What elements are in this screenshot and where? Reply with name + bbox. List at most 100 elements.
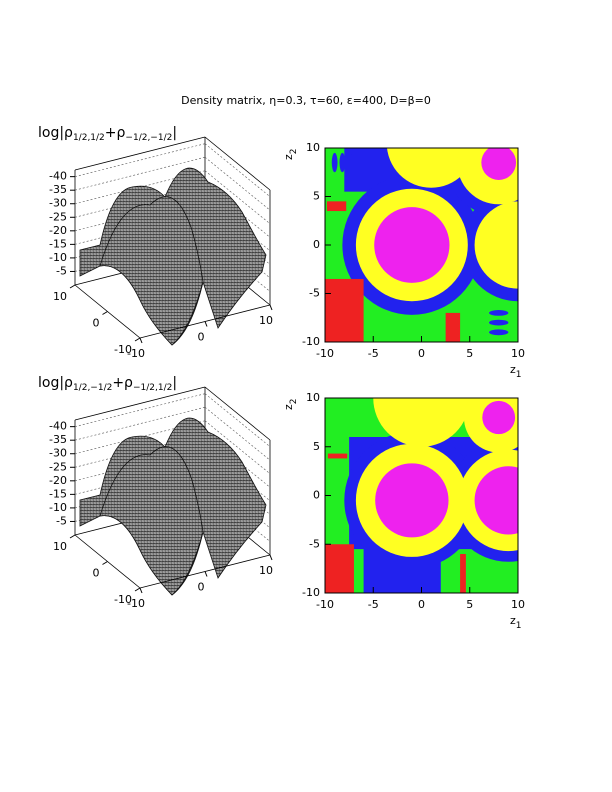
x-tick-label: -10 bbox=[127, 347, 145, 360]
panel-label: log|ρ1/2,−1/2+ρ−1/2,1/2| bbox=[38, 375, 177, 393]
grid-line bbox=[204, 406, 271, 461]
tick-mark bbox=[134, 337, 141, 342]
z-tick-label: -5 bbox=[56, 514, 67, 527]
x-tick-label: 10 bbox=[511, 347, 525, 360]
z-tick-label: -5 bbox=[56, 264, 67, 277]
surface bbox=[99, 196, 204, 346]
subscript: 2 bbox=[289, 398, 299, 404]
x-tick-label: -10 bbox=[316, 598, 334, 611]
subscript: 2 bbox=[289, 148, 299, 154]
grid-line bbox=[204, 143, 271, 197]
x-tick-label: 0 bbox=[418, 347, 425, 360]
y-tick-label: 0 bbox=[93, 567, 100, 580]
tick-mark bbox=[269, 554, 273, 561]
z-tick-label: -10 bbox=[49, 251, 67, 264]
z-tick-label: -35 bbox=[49, 433, 67, 446]
label-part: z bbox=[282, 404, 295, 410]
z-tick-label: -20 bbox=[49, 224, 67, 237]
box-edge bbox=[74, 136, 206, 171]
z-tick-label: -10 bbox=[49, 501, 67, 514]
tick-mark bbox=[204, 571, 208, 577]
x-tick-label: 10 bbox=[511, 598, 525, 611]
label-part: log|ρ bbox=[38, 375, 73, 391]
z-tick-label: -25 bbox=[49, 210, 67, 223]
x-tick-label: -10 bbox=[127, 597, 145, 610]
tick-mark bbox=[204, 321, 208, 327]
y-tick-label: 0 bbox=[313, 489, 320, 502]
y-tick-label: -5 bbox=[309, 537, 320, 550]
z-tick-label: -15 bbox=[49, 237, 67, 250]
tick-mark bbox=[269, 304, 273, 311]
y-tick-label: -10 bbox=[302, 586, 320, 599]
label-part: z bbox=[282, 154, 295, 160]
grid-line bbox=[204, 420, 271, 474]
label-part: | bbox=[172, 375, 177, 391]
subscript: −1/2,−1/2 bbox=[125, 133, 172, 143]
box-edge bbox=[204, 136, 271, 191]
x-tick-label: -5 bbox=[368, 598, 379, 611]
subscript: −1/2,1/2 bbox=[133, 383, 172, 393]
x-tick-label: 0 bbox=[418, 598, 425, 611]
box-edge bbox=[74, 386, 206, 421]
z-tick-label: -35 bbox=[49, 183, 67, 196]
tick-mark bbox=[102, 311, 108, 315]
tick-mark bbox=[139, 337, 143, 344]
phase-map bbox=[325, 398, 518, 593]
box-edge bbox=[204, 386, 271, 441]
x-tick-label: 5 bbox=[466, 598, 473, 611]
y-axis-label: z2 bbox=[282, 148, 299, 160]
y-tick-label: -10 bbox=[302, 335, 320, 348]
grid-line bbox=[204, 393, 271, 447]
x-axis-label: z1 bbox=[510, 363, 522, 380]
y-tick-label: 5 bbox=[313, 190, 320, 203]
y-tick-label: 10 bbox=[306, 391, 320, 404]
tick-mark bbox=[102, 561, 108, 565]
y-tick-label: 0 bbox=[313, 238, 320, 251]
grid-line bbox=[204, 156, 271, 211]
x-tick-label: -10 bbox=[316, 347, 334, 360]
x-axis-label: z1 bbox=[510, 614, 522, 631]
x-tick-label: 0 bbox=[198, 581, 205, 594]
phase-map bbox=[325, 148, 518, 342]
z-tick-label: -40 bbox=[49, 170, 67, 183]
label-part: | bbox=[172, 125, 177, 141]
label-part: z bbox=[510, 363, 516, 376]
subscript: 1 bbox=[516, 370, 522, 380]
x-tick-label: 0 bbox=[198, 331, 205, 344]
surface bbox=[99, 446, 204, 596]
label-part: log|ρ bbox=[38, 125, 73, 141]
x-tick-label: 10 bbox=[259, 564, 273, 577]
y-tick-label: 10 bbox=[53, 290, 67, 303]
figure-title: Density matrix, η=0.3, τ=60, ε=400, D=β=… bbox=[181, 94, 431, 107]
tick-mark bbox=[139, 587, 143, 594]
z-tick-label: -30 bbox=[49, 197, 67, 210]
z-tick-label: -20 bbox=[49, 474, 67, 487]
label-part: +ρ bbox=[105, 125, 126, 141]
y-tick-label: 0 bbox=[93, 317, 100, 330]
z-tick-label: -40 bbox=[49, 420, 67, 433]
y-tick-label: -10 bbox=[114, 593, 132, 606]
y-axis-label: z2 bbox=[282, 398, 299, 410]
panel-label: log|ρ1/2,1/2+ρ−1/2,−1/2| bbox=[38, 125, 177, 143]
subscript: 1 bbox=[516, 621, 522, 631]
y-tick-label: -5 bbox=[309, 287, 320, 300]
tick-mark bbox=[69, 534, 76, 539]
subscript: 1/2,−1/2 bbox=[73, 383, 112, 393]
y-tick-label: -10 bbox=[114, 343, 132, 356]
x-tick-label: 10 bbox=[259, 314, 273, 327]
label-part: z bbox=[510, 614, 516, 627]
grid-line bbox=[204, 170, 271, 224]
z-tick-label: -15 bbox=[49, 487, 67, 500]
x-tick-label: -5 bbox=[368, 347, 379, 360]
x-tick-label: 5 bbox=[466, 347, 473, 360]
label-part: +ρ bbox=[112, 375, 133, 391]
tick-mark bbox=[134, 587, 141, 592]
tick-mark bbox=[69, 284, 76, 289]
y-tick-label: 5 bbox=[313, 440, 320, 453]
y-tick-label: 10 bbox=[53, 540, 67, 553]
z-tick-label: -25 bbox=[49, 460, 67, 473]
subscript: 1/2,1/2 bbox=[73, 133, 105, 143]
y-tick-label: 10 bbox=[306, 141, 320, 154]
